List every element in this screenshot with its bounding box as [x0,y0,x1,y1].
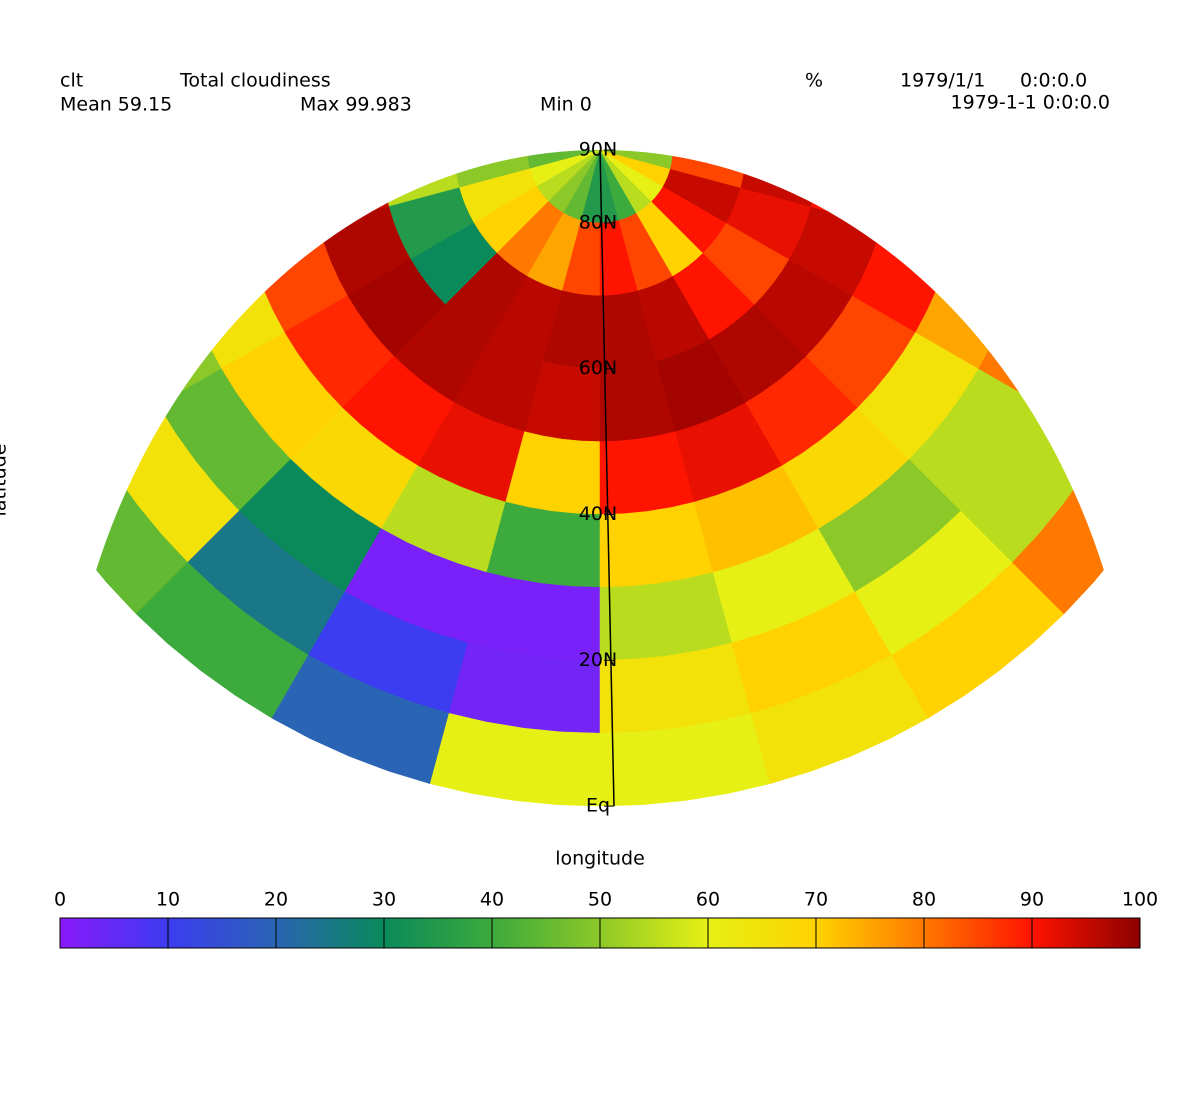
lat-tick-label: 60N [579,357,617,379]
grid-cell [1104,300,1140,479]
grid-cell [636,24,703,99]
grid-cell [1041,281,1140,442]
lat-tick-label: 20N [579,649,617,671]
x-axis-label: longitude [555,848,645,870]
grid-cell [740,150,819,151]
meridian [599,149,615,807]
grid-cell [491,0,563,24]
colorbar-tick-label: 30 [372,889,396,911]
colorbar-tick-label: 90 [1020,889,1044,911]
lat-tick-label: Eq [586,795,610,817]
max: Max 99.983 [300,94,412,116]
grid-cell [429,713,601,806]
grid-cell [162,150,249,264]
colorbar-tick-label: 20 [264,889,288,911]
grid-cell [1092,150,1140,151]
grid-cell [638,0,710,24]
grid-cell [1092,150,1140,302]
grid-cell [0,150,37,320]
time: 0:0:0.0 [1020,70,1087,92]
grid-cell [670,150,747,151]
grid-cell [37,0,158,18]
lat-tick-label: 90N [579,139,617,161]
colorbar-tick-label: 10 [156,889,180,911]
grid-cell [60,150,108,302]
colorbar-tick-label: 0 [54,889,66,911]
grid-cell [527,9,581,87]
colorbar-ticks: 0 10 20 30 40 50 60 70 80 90 100 [54,889,1158,948]
y-axis-label: latitude [0,444,11,517]
grid-cell [497,24,564,99]
grid-cell [60,300,96,479]
lat-ticks: 90N 80N 60N 40N 20N Eq [579,139,617,817]
grid-cell [0,0,37,150]
grid-cell [703,0,789,77]
grid-cell [652,47,727,114]
grid-cell [459,77,537,131]
colorbar-tick-label: 50 [588,889,612,911]
grid-cell [1022,150,1111,283]
grid-cell [178,0,285,56]
grid-cell [543,0,600,9]
grid-cell [474,47,549,114]
grid-cell [562,4,600,79]
date: 1979/1/1 [900,70,985,92]
grid-cell [663,77,741,131]
grid-cell [248,0,348,75]
grid-cell [979,0,1093,37]
lat-tick-label: 40N [579,503,617,525]
grid-cell [673,0,755,47]
grid-cell [453,150,530,151]
grid-cell [347,0,445,41]
grid-cell [806,0,915,4]
grid-cell [755,0,853,41]
grid-cell [789,4,881,93]
grid-cell [600,4,638,79]
grid-cell [60,281,159,442]
grid-cell [726,41,811,113]
grid-cell [235,150,319,245]
grid-cell [162,150,249,151]
colorbar-tick-label: 40 [480,889,504,911]
units: % [805,70,823,92]
mean: Mean 59.15 [60,94,172,116]
grid-cell [916,0,1023,56]
grid-cell [1163,0,1200,150]
grid-cell [810,150,892,151]
grid-cell [445,0,527,47]
grid-cell [284,0,393,4]
long-name: Total cloudiness [179,70,331,92]
grid-cell [881,150,965,245]
grid-cell [951,150,1038,264]
grid-cell [619,9,673,87]
colorbar-tick-label: 80 [912,889,936,911]
grid-cell [318,4,410,93]
grid-cell [600,0,657,9]
grid-cell [1163,150,1200,320]
variable: clt [60,70,83,92]
grid-cell [853,0,953,75]
grid-cell [89,150,178,151]
grid-cell [411,0,497,77]
colorbar-tick-label: 70 [804,889,828,911]
grid-cell [1042,0,1163,18]
colorbar-tick-label: 100 [1122,889,1158,911]
lat-tick-label: 80N [579,211,617,233]
min: Min 0 [540,94,592,116]
timestamp: 1979-1-1 0:0:0.0 [951,92,1110,114]
grid-cells [0,0,1200,806]
grid-cell [107,0,221,37]
colorbar-tick-label: 60 [696,889,720,911]
grid-cell [89,150,178,283]
